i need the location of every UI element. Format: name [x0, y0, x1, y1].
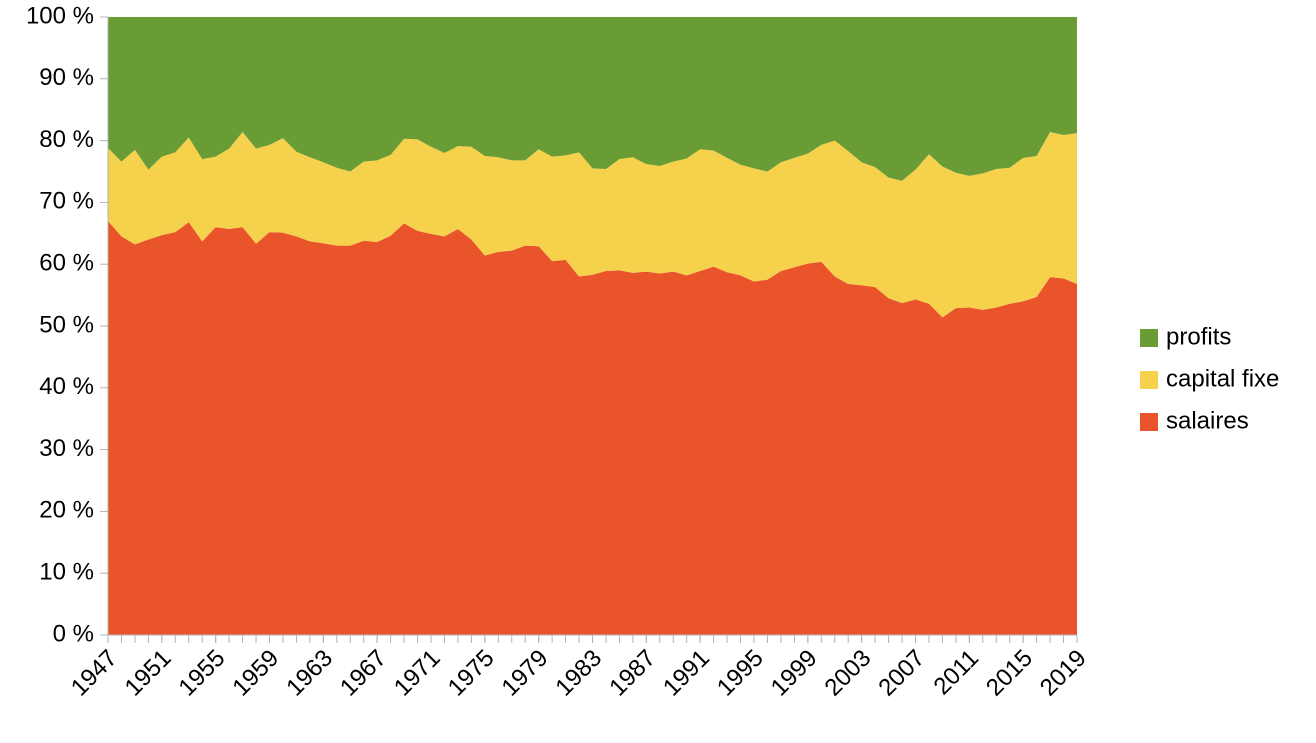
y-tick-label: 40 %: [39, 373, 94, 400]
area: [108, 17, 1077, 181]
x-tick-label: 1959: [227, 645, 284, 702]
y-tick-label: 0 %: [53, 620, 94, 647]
y-tick-label: 100 %: [26, 2, 94, 29]
y-tick-label: 20 %: [39, 497, 94, 524]
legend-swatch: [1140, 329, 1158, 347]
x-tick-label: 1995: [712, 645, 769, 702]
x-tick-label: 2019: [1035, 645, 1092, 702]
x-tick-label: 1951: [120, 645, 177, 702]
y-tick-label: 30 %: [39, 435, 94, 462]
x-tick-label: 1999: [766, 645, 823, 702]
x-tick-label: 1967: [335, 645, 392, 702]
y-tick-label: 60 %: [39, 250, 94, 277]
x-tick-label: 1975: [443, 645, 500, 702]
x-tick-label: 2003: [820, 645, 877, 702]
x-tick-label: 1947: [66, 645, 123, 702]
x-tick-label: 1991: [658, 645, 715, 702]
legend-swatch: [1140, 371, 1158, 389]
legend-label: capital fixe: [1166, 365, 1279, 392]
x-tick-label: 1979: [497, 645, 554, 702]
y-tick-label: 70 %: [39, 188, 94, 215]
x-tick-label: 1983: [550, 645, 607, 702]
x-tick-label: 1955: [174, 645, 231, 702]
legend-swatch: [1140, 413, 1158, 431]
x-tick-label: 1963: [281, 645, 338, 702]
y-tick-label: 90 %: [39, 64, 94, 91]
x-tick-label: 2011: [928, 645, 984, 701]
y-tick-label: 80 %: [39, 126, 94, 153]
x-tick-label: 2015: [981, 645, 1038, 702]
legend-label: profits: [1166, 323, 1231, 350]
x-tick-label: 2007: [873, 645, 930, 702]
y-tick-label: 10 %: [39, 559, 94, 586]
y-tick-label: 50 %: [39, 311, 94, 338]
area: [108, 220, 1077, 635]
x-tick-label: 1971: [389, 645, 446, 702]
legend-label: salaires: [1166, 407, 1249, 434]
x-tick-label: 1987: [604, 645, 661, 702]
area: [108, 131, 1077, 318]
